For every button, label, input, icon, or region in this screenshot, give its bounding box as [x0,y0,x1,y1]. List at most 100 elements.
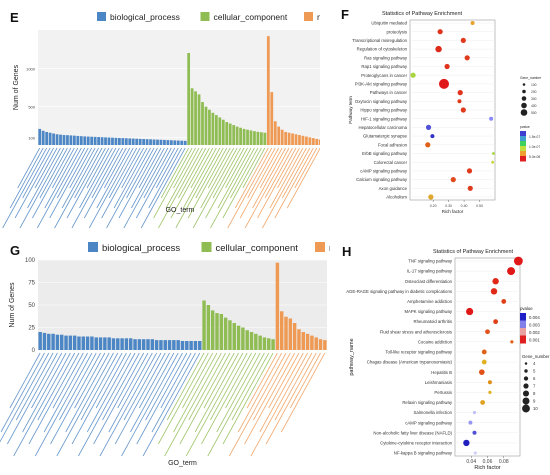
bar [232,323,236,350]
x-tick-label: 0.40 [461,204,468,208]
x-tick-label [200,147,235,209]
x-tick-label [54,147,99,229]
bar [55,134,59,145]
bar [197,94,201,145]
data-point [466,168,473,174]
y-tick-label: NF-kappa B signaling pathway [394,451,453,456]
bar [47,333,51,350]
y-tick-label: IL-17 signaling pathway [407,269,453,274]
bar [260,132,263,145]
x-tick-label: 0.08 [499,459,509,465]
x-tick-label [140,147,186,229]
legend-title: Gene_number [520,76,542,80]
x-tick-label [173,352,218,433]
panel-label-f: F [341,7,349,22]
x-tick-label [229,352,287,457]
x-tick-label [244,352,295,445]
x-tick-label [268,352,300,409]
legend-size-label: 10 [533,406,538,411]
x-tick-label [0,352,50,443]
bar [228,320,232,350]
x-tick-label [78,352,136,457]
bar [133,339,137,350]
x-tick-label [246,352,278,409]
bar [183,140,187,145]
data-point [439,78,449,89]
x-tick-label [103,147,127,189]
x-tick-label [170,147,210,219]
x-tick-label [164,352,222,457]
legend-color-label: 0.003 [529,322,540,327]
bar [120,338,124,350]
x-tick-label [14,147,54,219]
data-point [450,177,456,183]
bar [258,335,262,350]
data-point [490,288,498,295]
data-point [425,142,431,148]
y-tick-label: Chagas disease (American trypanosomiasis… [367,360,453,365]
y-tick-label: Regulation of cytoskeleton [357,47,408,52]
x-tick-label [9,147,44,209]
bar [318,139,320,145]
legend-size-label: 200 [531,90,537,94]
bar [275,262,280,350]
bar [98,337,103,350]
x-tick-label [194,352,239,433]
bar [218,117,222,145]
x-tick-label [13,352,71,457]
y-tick-label: Amphetamine addiction [407,299,453,304]
bar [137,339,142,350]
bar [271,339,275,350]
bar [211,112,215,145]
legend-colorbar [520,146,526,152]
x-tick-label [182,352,214,409]
data-point [428,194,434,200]
y-axis-title: Pathway term [348,96,353,124]
x-tick-label [108,352,153,433]
bar [81,336,86,350]
bar [253,131,256,145]
legend-size-label: 4 [533,361,536,366]
legend-size-dot [522,390,530,397]
x-tick-label [22,352,67,433]
x-tick-label [217,147,252,209]
x-tick-label [39,147,68,199]
x-tick-label [262,147,307,229]
bar [279,311,284,350]
x-tick-label [65,352,110,433]
legend-title: pvalue [520,306,533,311]
y-tick-label: cAMP signaling pathway [360,169,408,174]
bar [97,137,100,145]
x-tick-label [123,147,169,229]
bar [311,138,315,145]
x-tick-label [27,147,61,209]
legend-swatch [201,242,212,252]
x-tick-label [269,147,304,209]
bar [315,138,319,145]
x-tick-label [71,147,117,229]
x-tick-label [118,147,158,219]
y-tick-label: Hippo signaling pathway [360,108,407,113]
bar [38,332,42,350]
bar [284,316,288,350]
bar [118,137,121,145]
bar [52,133,55,145]
bar [111,338,116,350]
legend-size-label: 100 [531,83,537,87]
bar [187,53,191,145]
bar [152,139,156,145]
x-tick-label [195,147,224,199]
x-tick-label [173,147,196,189]
legend-size-label: 8 [533,391,536,396]
bar [159,139,163,145]
x-tick-label [145,352,183,421]
legend-size-label: 400 [531,104,537,108]
bar [280,129,284,145]
y-tick-label: Pertussis [434,390,452,395]
panel-label-e: E [10,10,19,25]
x-tick-label: 0.04 [466,459,476,465]
x-tick-label [253,352,291,421]
x-axis-title: GO_term [168,460,197,467]
x-tick-label [227,147,273,229]
bar [314,337,318,350]
